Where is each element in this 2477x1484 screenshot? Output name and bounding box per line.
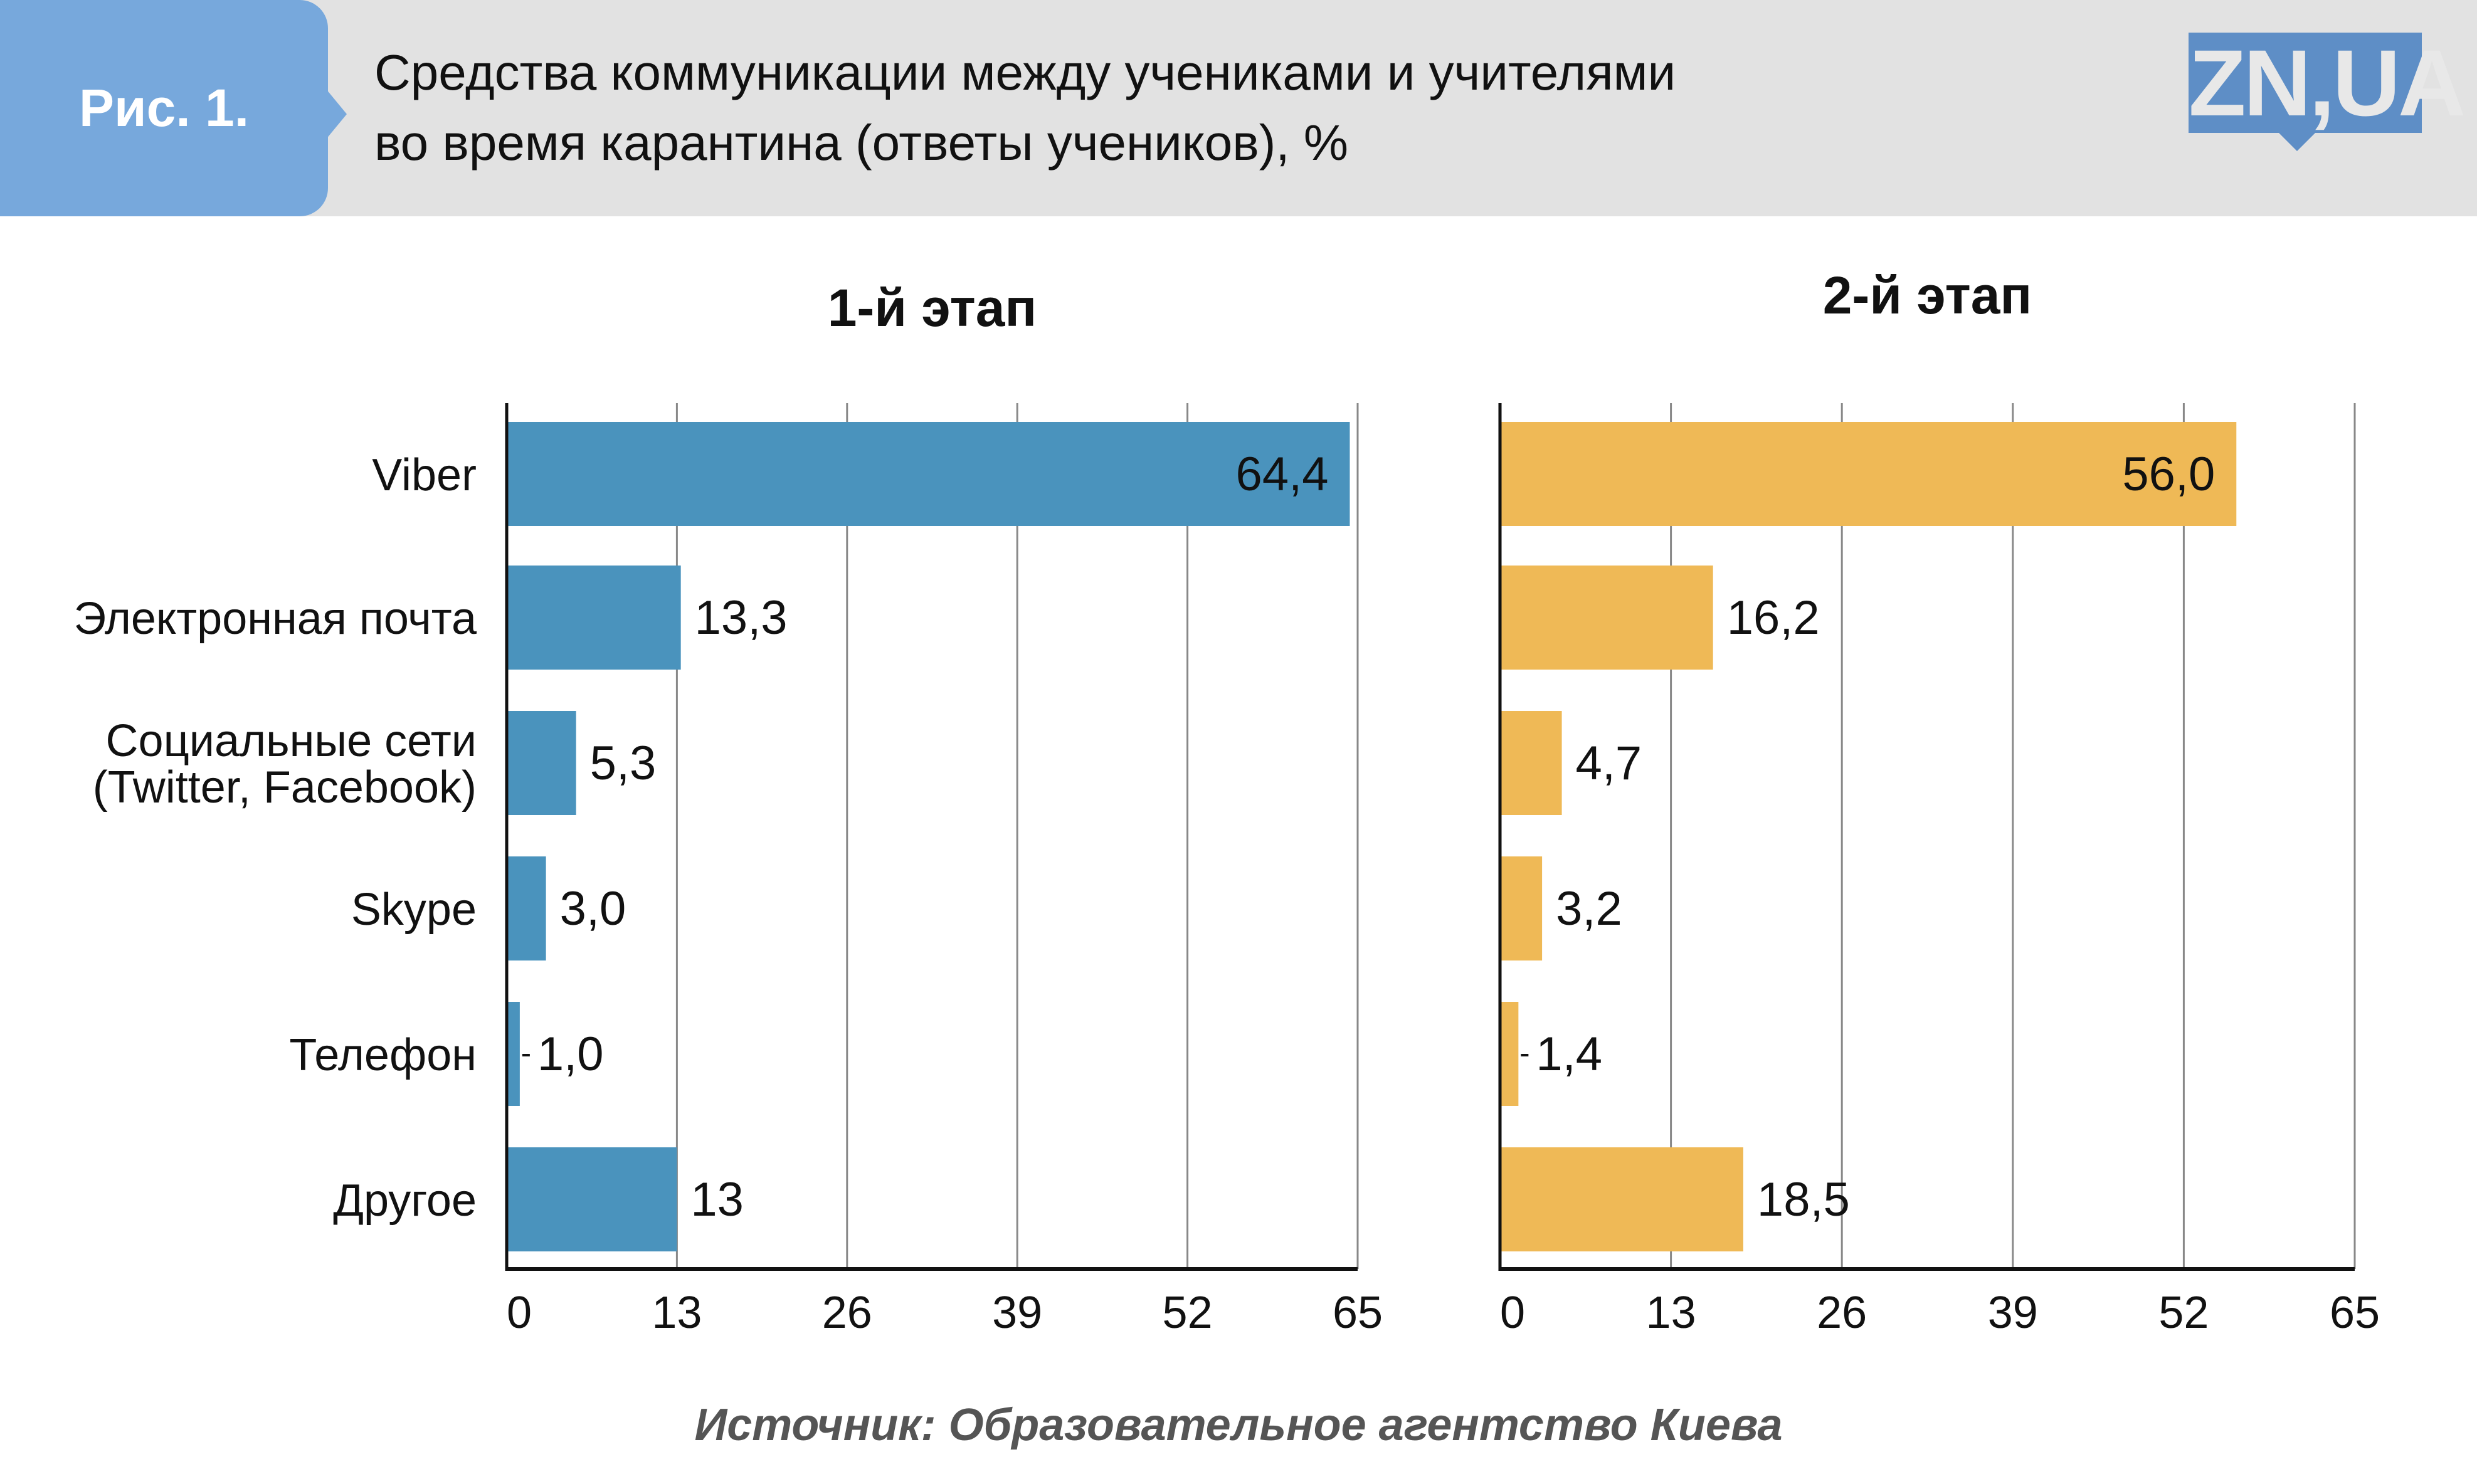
x-tick-label: 26 <box>822 1288 872 1338</box>
panel-title: 2-й этап <box>1823 266 2032 325</box>
category-label: (Twitter, Facebook) <box>93 762 477 813</box>
category-label: Skype <box>351 885 477 935</box>
bar-value-label: 1,4 <box>1536 1028 1602 1081</box>
bar <box>1500 1002 1519 1106</box>
category-label: Электронная почта <box>73 594 477 644</box>
x-tick-label: 52 <box>1163 1288 1213 1338</box>
bar <box>507 1147 677 1251</box>
x-tick-label: 13 <box>652 1288 702 1338</box>
panel-title: 1-й этап <box>828 278 1037 337</box>
logo-speech-tail <box>2278 132 2316 151</box>
bar <box>1500 566 1713 670</box>
bar-value-label: 5,3 <box>590 737 657 790</box>
x-tick-label: 0 <box>507 1288 532 1338</box>
bar-value-label: 13,3 <box>695 591 788 645</box>
bar <box>507 856 546 960</box>
x-tick-label: 39 <box>992 1288 1042 1338</box>
x-tick-label: 65 <box>2330 1288 2380 1338</box>
figure-label: Рис. 1. <box>78 78 250 137</box>
x-tick-label: 13 <box>1646 1288 1696 1338</box>
x-tick-label: 39 <box>1988 1288 2038 1338</box>
x-tick-label: 26 <box>1817 1288 1867 1338</box>
category-label: Социальные сети <box>106 716 477 766</box>
bar-value-label: 13 <box>690 1173 744 1226</box>
x-tick-label: 65 <box>1333 1288 1383 1338</box>
bar-value-label: 64,4 <box>1236 448 1329 501</box>
bar <box>507 711 576 815</box>
source-note: Источник: Образовательное агентство Киев… <box>694 1400 1783 1450</box>
bar-value-label: 1,0 <box>537 1028 604 1081</box>
bar <box>1500 1147 1743 1251</box>
bar-value-label: 4,7 <box>1576 737 1642 790</box>
chart-title-line2: во время карантина (ответы учеников), % <box>374 115 1348 171</box>
header-band <box>0 0 2477 216</box>
category-label: Другое <box>333 1176 477 1226</box>
bar <box>507 1002 520 1106</box>
category-label: Телефон <box>289 1030 477 1080</box>
bar <box>1500 422 2237 526</box>
bar-value-label: 3,2 <box>1556 882 1622 935</box>
bar <box>1500 856 1543 960</box>
figure-tab-pointer <box>326 89 347 139</box>
bar <box>1500 711 1562 815</box>
chart-title-line1: Средства коммуникации между учениками и … <box>374 45 1676 100</box>
bar <box>507 566 681 670</box>
bar-value-label: 3,0 <box>560 882 626 935</box>
chart-title: Средства коммуникации между учениками и … <box>374 38 1676 178</box>
zn-ua-logo: ZN,UA <box>2189 30 2466 135</box>
x-tick-label: 0 <box>1500 1288 1525 1338</box>
bar <box>507 422 1350 526</box>
category-label: Viber <box>372 450 477 500</box>
bar-value-label: 16,2 <box>1727 591 1820 645</box>
figure-tab <box>0 0 328 216</box>
bar-value-label: 56,0 <box>2122 448 2215 501</box>
x-tick-label: 52 <box>2158 1288 2209 1338</box>
bar-value-label: 18,5 <box>1757 1173 1850 1226</box>
